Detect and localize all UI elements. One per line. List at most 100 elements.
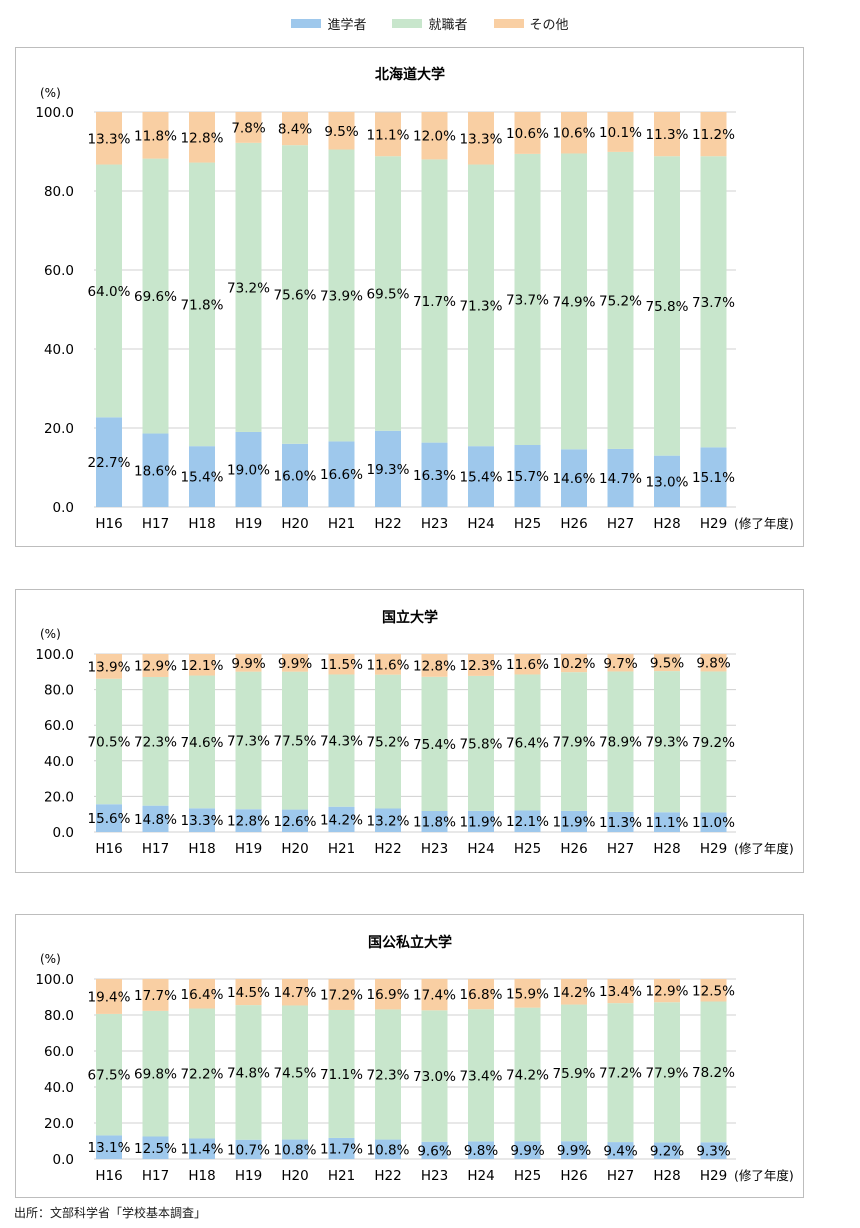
x-tick-label: H29: [700, 1168, 727, 1184]
data-label-advance: 22.7%: [88, 455, 131, 471]
data-label-other: 7.8%: [231, 120, 265, 136]
data-label-employed: 75.6%: [274, 287, 317, 303]
bar-segment-employed: [607, 671, 634, 812]
chart-title: 北海道大学: [375, 66, 445, 83]
data-label-other: 12.1%: [181, 658, 224, 674]
chart-svg-hokkaido: 北海道大学 (%) 0.0 20.0 40.0 60.0 80.0 100.0 22.7% 64.…: [35, 66, 794, 532]
legend-item-advance: 進学者: [291, 14, 366, 33]
data-label-advance: 9.8%: [464, 1143, 498, 1159]
bar-segment-employed: [607, 1003, 634, 1143]
data-label-other: 9.9%: [278, 656, 312, 672]
data-label-employed: 79.3%: [646, 735, 689, 751]
x-axis-unit-label: (修了年度): [734, 516, 794, 531]
x-tick-label: H19: [235, 516, 262, 532]
bar-segment-advance: [235, 1139, 262, 1159]
data-label-advance: 16.3%: [413, 468, 456, 484]
legend-swatch-employed: [392, 18, 423, 28]
data-label-other: 11.8%: [134, 128, 177, 144]
bar-segment-advance: [514, 444, 541, 507]
bar-segment-employed: [561, 153, 587, 450]
bar-segment-advance: [282, 443, 308, 507]
bar-segment-other: [96, 654, 122, 679]
data-label-advance: 9.4%: [603, 1144, 637, 1160]
data-label-employed: 77.2%: [599, 1066, 642, 1082]
data-label-other: 10.6%: [506, 126, 549, 142]
y-tick-label: 80.0: [44, 184, 74, 200]
bar-segment-employed: [328, 674, 355, 807]
data-label-other: 12.8%: [413, 658, 456, 674]
bar-segment-advance: [607, 448, 634, 507]
x-tick-label: H25: [514, 1168, 541, 1184]
data-label-advance: 12.8%: [227, 814, 270, 830]
bar-segment-employed: [235, 142, 262, 432]
data-label-employed: 73.7%: [506, 292, 549, 308]
bar-segment-other: [700, 112, 727, 157]
y-tick-label: 0.0: [53, 1152, 74, 1168]
bar-segment-employed: [375, 156, 401, 431]
x-tick-label: H19: [235, 841, 262, 857]
bar-segment-other: [328, 979, 355, 1010]
data-label-advance: 9.2%: [650, 1144, 684, 1160]
bar-segment-advance: [561, 1141, 587, 1159]
data-label-other: 10.6%: [553, 126, 596, 142]
bar-segment-advance: [468, 1141, 494, 1159]
data-label-other: 9.7%: [603, 656, 637, 672]
data-label-employed: 73.2%: [227, 280, 270, 296]
y-tick-label: 20.0: [44, 1116, 74, 1132]
bar-segment-advance: [375, 1139, 401, 1159]
x-tick-label: H29: [700, 841, 727, 857]
data-label-employed: 73.9%: [320, 288, 363, 304]
data-label-employed: 78.2%: [692, 1065, 735, 1081]
bar-segment-advance: [700, 447, 727, 507]
x-tick-label: H25: [514, 841, 541, 857]
bar-segment-employed: [468, 675, 494, 811]
data-label-advance: 13.1%: [88, 1140, 131, 1156]
bar-segment-other: [421, 112, 448, 160]
data-label-employed: 72.2%: [181, 1067, 224, 1083]
data-label-advance: 11.0%: [692, 815, 735, 831]
bar-segment-employed: [328, 149, 355, 442]
bar-segment-employed: [561, 1004, 587, 1142]
data-label-other: 16.4%: [181, 987, 224, 1003]
x-tick-label: H27: [607, 841, 634, 857]
chart-panel-all-universities: 国公私立大学 (%) 0.0 20.0 40.0 60.0 80.0 100.0 13.1% 67…: [15, 914, 804, 1198]
data-label-employed: 64.0%: [88, 284, 131, 300]
bar-segment-advance: [654, 455, 680, 507]
data-label-advance: 11.3%: [599, 815, 642, 831]
bar-segment-employed: [654, 671, 680, 813]
data-label-other: 14.5%: [227, 985, 270, 1001]
bar-segment-other: [96, 979, 122, 1014]
data-label-advance: 11.7%: [320, 1141, 363, 1157]
x-tick-label: H27: [607, 516, 634, 532]
bar-segment-employed: [514, 153, 541, 445]
bar-segment-other: [375, 654, 401, 675]
x-tick-label: H23: [421, 516, 448, 532]
data-label-employed: 67.5%: [88, 1068, 131, 1084]
bar-segment-other: [468, 979, 494, 1010]
bar-segment-employed: [235, 671, 262, 810]
data-label-employed: 69.5%: [367, 287, 410, 303]
bar-segment-advance: [189, 446, 215, 507]
data-label-other: 11.2%: [692, 127, 735, 143]
bar-segment-other: [654, 112, 680, 157]
data-label-other: 12.5%: [692, 983, 735, 999]
bar-segment-employed: [96, 1013, 122, 1136]
data-label-other: 11.3%: [646, 127, 689, 143]
bar-segment-advance: [607, 1142, 634, 1159]
data-label-employed: 73.4%: [460, 1068, 503, 1084]
bar-segment-advance: [700, 812, 727, 832]
bar-segment-other: [561, 112, 587, 154]
data-label-employed: 74.9%: [553, 294, 596, 310]
data-label-employed: 73.7%: [692, 295, 735, 311]
bar-segment-employed: [282, 671, 308, 810]
bar-segment-advance: [421, 1141, 448, 1159]
data-label-other: 12.3%: [460, 658, 503, 674]
data-label-employed: 75.8%: [646, 299, 689, 315]
data-label-employed: 71.8%: [181, 297, 224, 313]
data-label-employed: 75.2%: [367, 735, 410, 751]
data-label-other: 10.1%: [599, 125, 642, 141]
legend-label-other: その他: [529, 17, 569, 33]
y-tick-label: 80.0: [44, 1008, 74, 1024]
data-label-employed: 73.0%: [413, 1069, 456, 1085]
data-label-advance: 10.8%: [367, 1142, 410, 1158]
